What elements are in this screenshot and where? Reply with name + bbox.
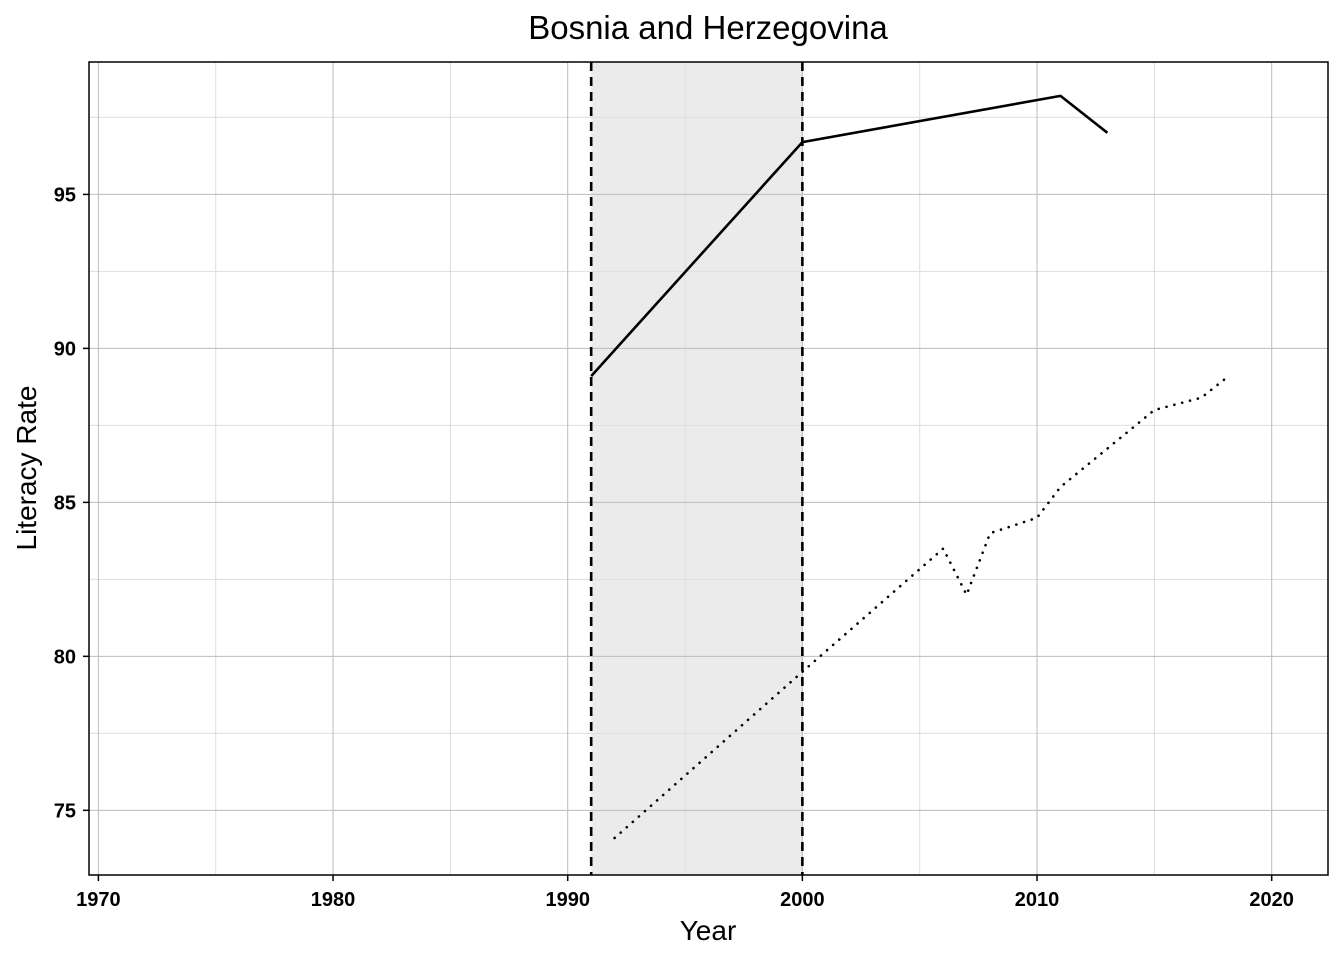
x-tick-label: 1990 <box>545 889 590 911</box>
y-tick-label: 90 <box>54 338 76 360</box>
x-tick-label: 2000 <box>780 889 825 911</box>
y-axis-title: Literacy Rate <box>11 386 42 551</box>
x-tick-label: 1980 <box>311 889 356 911</box>
x-tick-label: 1970 <box>76 889 121 911</box>
shaded-period-region <box>591 62 803 875</box>
series-line-1-solid <box>590 94 1109 377</box>
x-axis-title: Year <box>680 915 737 946</box>
plot-border <box>88 61 1329 876</box>
y-tick-label: 75 <box>54 800 76 822</box>
plot-area: 1970 1980 1990 2000 2010 2020 75 80 85 90 95 <box>54 61 1329 911</box>
y-tick-label: 85 <box>54 492 76 514</box>
x-tick-label: 2010 <box>1015 889 1060 911</box>
y-tick-label: 80 <box>54 646 76 668</box>
y-tick-label: 95 <box>54 184 76 206</box>
x-tick-label: 2020 <box>1249 889 1294 911</box>
chart-title: Bosnia and Herzegovina <box>528 9 888 46</box>
